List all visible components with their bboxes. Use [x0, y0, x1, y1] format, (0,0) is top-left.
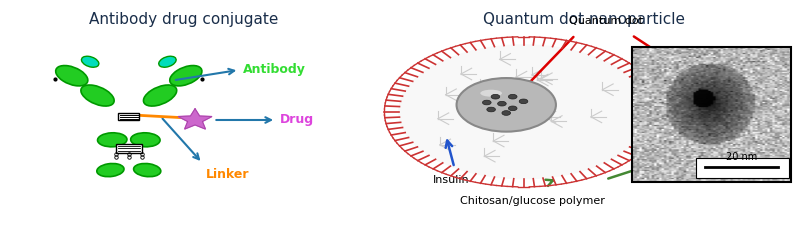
Text: Linker: Linker — [206, 168, 250, 181]
Text: Quantum dot nanoparticle: Quantum dot nanoparticle — [483, 12, 685, 27]
Circle shape — [491, 94, 500, 99]
Circle shape — [519, 99, 528, 104]
Ellipse shape — [480, 90, 502, 97]
Circle shape — [486, 107, 495, 112]
Text: 20 nm: 20 nm — [726, 152, 758, 162]
Text: Quantum dot: Quantum dot — [569, 16, 642, 26]
Ellipse shape — [97, 164, 124, 177]
Circle shape — [398, 44, 649, 179]
Ellipse shape — [81, 85, 114, 106]
FancyBboxPatch shape — [116, 144, 142, 153]
Bar — [696, 158, 789, 178]
Ellipse shape — [82, 56, 99, 67]
Ellipse shape — [56, 65, 88, 86]
Circle shape — [509, 94, 517, 99]
Circle shape — [509, 106, 517, 111]
Bar — [631, 47, 791, 182]
Ellipse shape — [158, 56, 176, 67]
Ellipse shape — [170, 65, 202, 86]
Ellipse shape — [130, 133, 160, 147]
Text: Antibody: Antibody — [243, 63, 306, 76]
FancyBboxPatch shape — [118, 113, 139, 120]
Circle shape — [502, 111, 510, 115]
Text: Antibody drug conjugate: Antibody drug conjugate — [90, 12, 278, 27]
Circle shape — [359, 23, 688, 200]
Polygon shape — [178, 109, 212, 129]
Circle shape — [498, 101, 506, 106]
Text: Drug: Drug — [280, 113, 314, 127]
Ellipse shape — [143, 85, 177, 106]
Text: Insulin: Insulin — [433, 175, 470, 185]
Ellipse shape — [134, 164, 161, 177]
Circle shape — [457, 78, 556, 132]
Circle shape — [482, 100, 491, 105]
Ellipse shape — [98, 133, 127, 147]
Text: Chitosan/glucose polymer: Chitosan/glucose polymer — [460, 196, 605, 206]
